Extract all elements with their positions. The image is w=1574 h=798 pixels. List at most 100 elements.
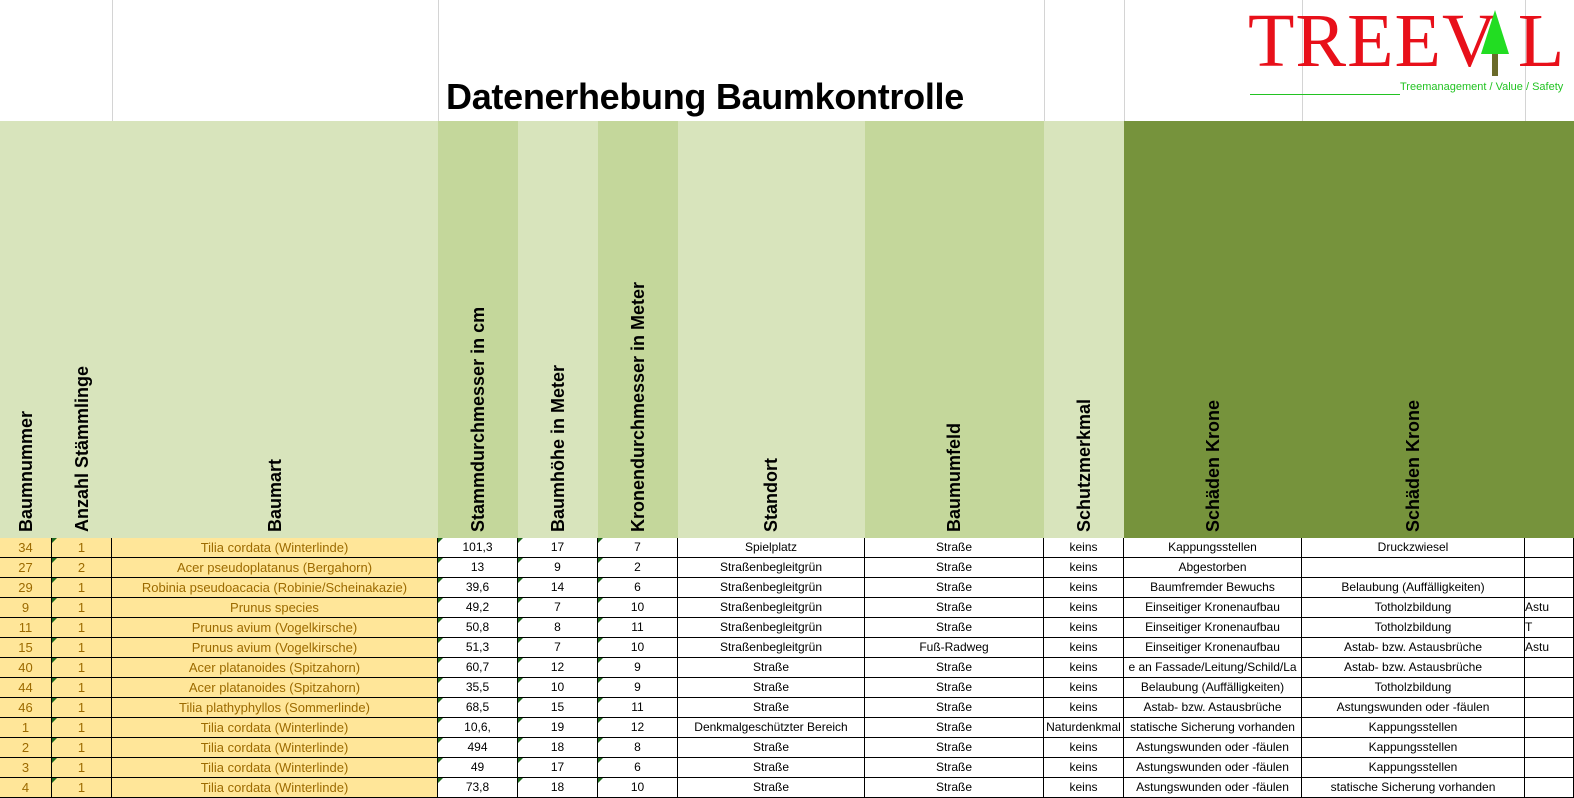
cell-krone[interactable]: 6 bbox=[598, 578, 678, 598]
cell-baumnummer[interactable]: 11 bbox=[0, 618, 52, 638]
cell-schutz[interactable]: keins bbox=[1044, 698, 1124, 718]
cell-hoehe[interactable]: 10 bbox=[518, 678, 598, 698]
cell-schaden2[interactable]: Druckzwiesel bbox=[1302, 538, 1525, 558]
cell-schaden2[interactable]: Kappungsstellen bbox=[1302, 738, 1525, 758]
cell-krone[interactable]: 10 bbox=[598, 638, 678, 658]
cell-baumnummer[interactable]: 4 bbox=[0, 778, 52, 798]
cell-umfeld[interactable]: Straße bbox=[865, 778, 1044, 798]
column-header-schaden1[interactable]: Schäden Krone bbox=[1124, 121, 1302, 538]
cell-baumart[interactable]: Tilia plathyphyllos (Sommerlinde) bbox=[112, 698, 438, 718]
cell-schutz[interactable]: keins bbox=[1044, 678, 1124, 698]
cell-baumart[interactable]: Tilia cordata (Winterlinde) bbox=[112, 778, 438, 798]
cell-stamm[interactable]: 39,6 bbox=[438, 578, 518, 598]
cell-umfeld[interactable]: Straße bbox=[865, 598, 1044, 618]
cell-umfeld[interactable]: Straße bbox=[865, 578, 1044, 598]
cell-krone[interactable]: 7 bbox=[598, 538, 678, 558]
cell-schaden2[interactable]: Astab- bzw. Astausbrüche bbox=[1302, 658, 1525, 678]
cell-schaden2[interactable]: Kappungsstellen bbox=[1302, 758, 1525, 778]
cell-schaden3[interactable] bbox=[1525, 758, 1574, 778]
cell-anzahl[interactable]: 1 bbox=[52, 598, 112, 618]
cell-schutz[interactable]: keins bbox=[1044, 658, 1124, 678]
cell-anzahl[interactable]: 1 bbox=[52, 538, 112, 558]
cell-baumnummer[interactable]: 27 bbox=[0, 558, 52, 578]
cell-hoehe[interactable]: 9 bbox=[518, 558, 598, 578]
cell-schutz[interactable]: keins bbox=[1044, 778, 1124, 798]
cell-schaden3[interactable] bbox=[1525, 658, 1574, 678]
cell-anzahl[interactable]: 1 bbox=[52, 778, 112, 798]
cell-standort[interactable]: Straßenbegleitgrün bbox=[678, 638, 865, 658]
cell-schaden1[interactable]: Astungswunden oder -fäulen bbox=[1124, 758, 1302, 778]
cell-schutz[interactable]: keins bbox=[1044, 558, 1124, 578]
cell-standort[interactable]: Straßenbegleitgrün bbox=[678, 598, 865, 618]
cell-hoehe[interactable]: 18 bbox=[518, 778, 598, 798]
cell-stamm[interactable]: 60,7 bbox=[438, 658, 518, 678]
cell-hoehe[interactable]: 19 bbox=[518, 718, 598, 738]
cell-krone[interactable]: 9 bbox=[598, 678, 678, 698]
cell-anzahl[interactable]: 1 bbox=[52, 678, 112, 698]
cell-baumart[interactable]: Prunus avium (Vogelkirsche) bbox=[112, 638, 438, 658]
column-header-standort[interactable]: Standort bbox=[678, 121, 865, 538]
cell-schaden1[interactable]: Kappungsstellen bbox=[1124, 538, 1302, 558]
cell-baumnummer[interactable]: 34 bbox=[0, 538, 52, 558]
cell-hoehe[interactable]: 17 bbox=[518, 538, 598, 558]
cell-baumart[interactable]: Prunus species bbox=[112, 598, 438, 618]
cell-baumnummer[interactable]: 15 bbox=[0, 638, 52, 658]
cell-standort[interactable]: Straße bbox=[678, 658, 865, 678]
cell-schutz[interactable]: keins bbox=[1044, 618, 1124, 638]
cell-standort[interactable]: Straße bbox=[678, 678, 865, 698]
cell-schaden3[interactable]: Astu bbox=[1525, 638, 1574, 658]
cell-baumart[interactable]: Tilia cordata (Winterlinde) bbox=[112, 758, 438, 778]
cell-baumnummer[interactable]: 40 bbox=[0, 658, 52, 678]
cell-hoehe[interactable]: 8 bbox=[518, 618, 598, 638]
column-header-schaden3[interactable] bbox=[1525, 121, 1574, 538]
cell-schaden1[interactable]: e an Fassade/Leitung/Schild/La bbox=[1124, 658, 1302, 678]
cell-standort[interactable]: Denkmalgeschützter Bereich bbox=[678, 718, 865, 738]
cell-baumnummer[interactable]: 46 bbox=[0, 698, 52, 718]
cell-anzahl[interactable]: 1 bbox=[52, 738, 112, 758]
cell-krone[interactable]: 11 bbox=[598, 698, 678, 718]
cell-stamm[interactable]: 35,5 bbox=[438, 678, 518, 698]
cell-krone[interactable]: 11 bbox=[598, 618, 678, 638]
cell-schaden2[interactable]: statische Sicherung vorhanden bbox=[1302, 778, 1525, 798]
cell-krone[interactable]: 2 bbox=[598, 558, 678, 578]
cell-schaden2[interactable] bbox=[1302, 558, 1525, 578]
column-header-schaden2[interactable]: Schäden Krone bbox=[1302, 121, 1525, 538]
cell-krone[interactable]: 8 bbox=[598, 738, 678, 758]
cell-krone[interactable]: 12 bbox=[598, 718, 678, 738]
cell-schutz[interactable]: keins bbox=[1044, 638, 1124, 658]
cell-schutz[interactable]: Naturdenkmal bbox=[1044, 718, 1124, 738]
cell-anzahl[interactable]: 1 bbox=[52, 758, 112, 778]
cell-schaden1[interactable]: Einseitiger Kronenaufbau bbox=[1124, 638, 1302, 658]
column-header-umfeld[interactable]: Baumumfeld bbox=[865, 121, 1044, 538]
cell-umfeld[interactable]: Straße bbox=[865, 658, 1044, 678]
cell-schaden1[interactable]: Astungswunden oder -fäulen bbox=[1124, 738, 1302, 758]
cell-stamm[interactable]: 13 bbox=[438, 558, 518, 578]
cell-hoehe[interactable]: 17 bbox=[518, 758, 598, 778]
cell-umfeld[interactable]: Straße bbox=[865, 718, 1044, 738]
cell-standort[interactable]: Straße bbox=[678, 778, 865, 798]
cell-baumnummer[interactable]: 2 bbox=[0, 738, 52, 758]
cell-umfeld[interactable]: Straße bbox=[865, 618, 1044, 638]
cell-standort[interactable]: Straße bbox=[678, 758, 865, 778]
cell-baumnummer[interactable]: 44 bbox=[0, 678, 52, 698]
cell-baumart[interactable]: Tilia cordata (Winterlinde) bbox=[112, 538, 438, 558]
cell-schaden3[interactable]: T bbox=[1525, 618, 1574, 638]
cell-baumart[interactable]: Acer platanoides (Spitzahorn) bbox=[112, 658, 438, 678]
cell-krone[interactable]: 10 bbox=[598, 598, 678, 618]
cell-umfeld[interactable]: Fuß-Radweg bbox=[865, 638, 1044, 658]
cell-hoehe[interactable]: 15 bbox=[518, 698, 598, 718]
cell-anzahl[interactable]: 1 bbox=[52, 578, 112, 598]
cell-schaden1[interactable]: statische Sicherung vorhanden bbox=[1124, 718, 1302, 738]
cell-standort[interactable]: Straßenbegleitgrün bbox=[678, 578, 865, 598]
cell-schaden3[interactable] bbox=[1525, 558, 1574, 578]
cell-umfeld[interactable]: Straße bbox=[865, 698, 1044, 718]
cell-anzahl[interactable]: 1 bbox=[52, 718, 112, 738]
cell-stamm[interactable]: 73,8 bbox=[438, 778, 518, 798]
cell-stamm[interactable]: 10,6, bbox=[438, 718, 518, 738]
cell-schaden1[interactable]: Astungswunden oder -fäulen bbox=[1124, 778, 1302, 798]
cell-hoehe[interactable]: 7 bbox=[518, 598, 598, 618]
cell-umfeld[interactable]: Straße bbox=[865, 538, 1044, 558]
cell-baumart[interactable]: Prunus avium (Vogelkirsche) bbox=[112, 618, 438, 638]
cell-umfeld[interactable]: Straße bbox=[865, 558, 1044, 578]
column-header-stamm[interactable]: Stammdurchmesser in cm bbox=[438, 121, 518, 538]
